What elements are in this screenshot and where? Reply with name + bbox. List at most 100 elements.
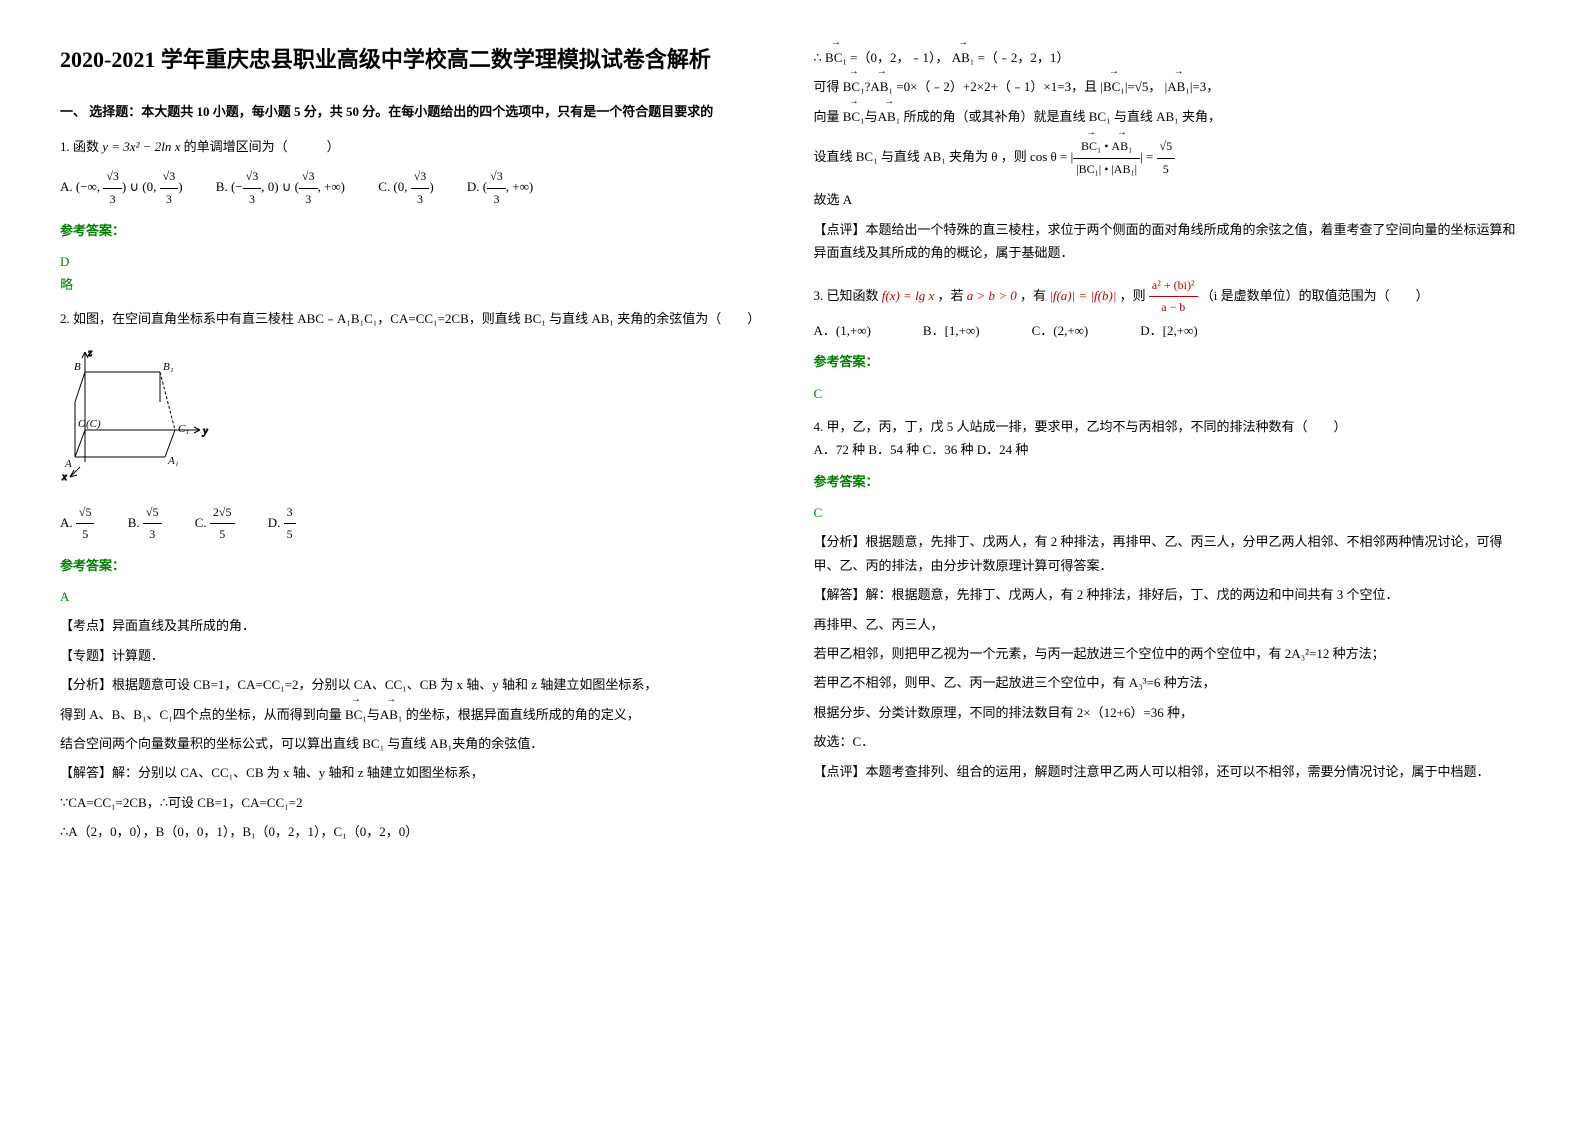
svg-text:A₁: A₁ <box>167 455 179 467</box>
vec-bc1-4: BC₁ <box>843 105 865 128</box>
problem-2-analysis: 【分析】根据题意可设 CB=1，CA=CC₁=2，分别以 CA、CC₁、CB 为… <box>60 673 774 696</box>
problem-2-analysis2: 得到 A、B、B₁、C₁四个点的坐标，从而得到向量 BC₁与AB₁ 的坐标，根据… <box>60 703 774 726</box>
right-line5: 故选 A <box>814 188 1528 211</box>
problem-2-solve2: ∵CA=CC₁=2CB，∴可设 CB=1，CA=CC₁=2 <box>60 791 774 814</box>
svg-text:y: y <box>202 425 208 437</box>
answer-1: D <box>60 250 774 273</box>
problem-2-solve3: ∴A（2，0，0），B（0，0，1），B₁（0，2，1），C₁（0，2，0） <box>60 820 774 843</box>
vector-bc1: BC₁ <box>345 703 367 726</box>
choice-2d-label: D. <box>268 515 281 530</box>
problem-4-solve4: 若甲乙不相邻，则甲、乙、丙一起放进三个空位中，有 A₃³=6 种方法， <box>814 671 1528 694</box>
problem-4-choices: A．72 种 B．54 种 C．36 种 D．24 种 <box>814 438 1528 461</box>
problem-1-choices: A. (−∞, √33) ∪ (0, √33) B. (−√33, 0) ∪ (… <box>60 166 774 210</box>
answer-4: C <box>814 501 1528 524</box>
problem-2: 2. 如图，在空间直角坐标系中有直三棱柱 ABC﹣A₁B₁C₁，CA=CC₁=2… <box>60 307 774 844</box>
problem-4-solve6: 故选：C． <box>814 730 1528 753</box>
svg-text:O(C): O(C) <box>78 418 101 430</box>
problem-3-choices: A．(1,+∞) B．[1,+∞) C．(2,+∞) D．[2,+∞) <box>814 319 1528 342</box>
problem-4: 4. 甲，乙，丙，丁，戊 5 人站成一排，要求甲，乙均不与丙相邻，不同的排法种数… <box>814 415 1528 783</box>
problem-2-point: 【考点】异面直线及其所成的角． <box>60 614 774 637</box>
problem-3-cond2: |f(a)| = |f(b)| <box>1049 288 1116 303</box>
right-line2: 可得 BC₁?AB₁ =0×（﹣2）+2×2+（﹣1）×1=3，且 |BC₁|=… <box>814 75 1528 98</box>
choice-2b-label: B. <box>128 515 140 530</box>
problem-3-frac: a² + (bi)²a − b <box>1149 275 1198 319</box>
vec-ab1-r: AB₁ <box>952 46 975 69</box>
problem-4-solve5: 根据分步、分类计数原理，不同的排法数目有 2×（12+6）=36 种， <box>814 701 1528 724</box>
right-line2-prefix: 可得 <box>814 79 840 94</box>
right-line4-prefix: 设直线 BC₁ 与直线 AB₁ 夹角为 θ ，则 cos θ = <box>814 149 1068 164</box>
answer-1-label: 参考答案： <box>60 219 774 242</box>
problem-2-stem: 2. 如图，在空间直角坐标系中有直三棱柱 ABC﹣A₁B₁C₁，CA=CC₁=2… <box>60 307 774 330</box>
choice-b: B. (−√33, 0) ∪ (√33, +∞) <box>216 166 345 210</box>
problem-4-solve3: 若甲乙相邻，则把甲乙视为一个元素，与丙一起放进三个空位中的两个空位中，有 2A₃… <box>814 642 1528 665</box>
choice-2b: B. √53 <box>128 502 162 546</box>
problem-3-suffix: （i 是虚数单位）的取值范围为（ ） <box>1201 288 1429 303</box>
vector-ab1: AB₁ <box>380 703 403 726</box>
problem-1-stem: 1. 函数 y = 3x² − 2ln x 的单调增区间为（ ） <box>60 135 774 158</box>
right-line4: 设直线 BC₁ 与直线 AB₁ 夹角为 θ ，则 cos θ = |BC₁ • … <box>814 136 1528 180</box>
right-line1-mid: =（0，2，﹣1）， <box>850 50 948 65</box>
problem-4-comment: 【点评】本题考查排列、组合的运用，解题时注意甲乙两人可以相邻，还可以不相邻，需要… <box>814 760 1528 783</box>
vec-ab1-4: AB₁ <box>878 105 901 128</box>
problem-2-analysis2-suffix: 的坐标，根据异面直线所成的角的定义， <box>406 707 640 722</box>
problem-2-analysis3: 结合空间两个向量数量积的坐标公式，可以算出直线 BC₁ 与直线 AB₁夹角的余弦… <box>60 732 774 755</box>
prism-diagram: z x y <box>60 342 220 482</box>
answer-4-label: 参考答案： <box>814 470 1528 493</box>
vec-ab1-3: AB₁ <box>1167 75 1190 98</box>
choice-b-label: B. <box>216 179 228 194</box>
left-column: 2020-2021 学年重庆忠县职业高级中学校高二数学理模拟试卷含解析 一、 选… <box>60 40 774 854</box>
right-line2-eq2: =3， <box>1192 79 1219 94</box>
problem-2-diagram: z x y <box>60 342 774 489</box>
problem-1-stem-suffix: 的单调增区间为（ ） <box>184 139 340 154</box>
right-comment: 【点评】本题给出一个特殊的直三棱柱，求位于两个侧面的面对角线所成角的余弦之值，着… <box>814 218 1528 265</box>
answer-1-note: 略 <box>60 273 774 296</box>
right-line2-eq1: =√5， <box>1127 79 1161 94</box>
page-container: 2020-2021 学年重庆忠县职业高级中学校高二数学理模拟试卷含解析 一、 选… <box>60 40 1527 854</box>
choice-d: D. (√33, +∞) <box>467 166 533 210</box>
problem-3-mid2: ，有 <box>1020 288 1046 303</box>
problem-4-analysis: 【分析】根据题意，先排丁、戊两人，有 2 种排法，再排甲、乙、丙三人，分甲乙两人… <box>814 530 1528 577</box>
right-line1-prefix: ∴ <box>814 50 822 65</box>
answer-3: C <box>814 382 1528 405</box>
right-line3-suffix: 所成的角（或其补角）就是直线 BC₁ 与直线 AB₁ 夹角， <box>904 109 1221 124</box>
choice-a-label: A. <box>60 179 73 194</box>
problem-2-choices: A. √55 B. √53 C. 2√55 D. 35 <box>60 502 774 546</box>
right-line2-suffix: =0×（﹣2）+2×2+（﹣1）×1=3，且 <box>896 79 1097 94</box>
problem-4-solve2: 再排甲、乙、丙三人， <box>814 613 1528 636</box>
problem-1: 1. 函数 y = 3x² − 2ln x 的单调增区间为（ ） A. (−∞,… <box>60 135 774 297</box>
problem-1-formula: y = 3x² − 2ln x <box>102 139 180 154</box>
section-1-header: 一、 选择题：本大题共 10 小题，每小题 5 分，共 50 分。在每小题给出的… <box>60 100 774 123</box>
vec-bc1-3: BC₁ <box>1103 75 1125 98</box>
choice-2a: A. √55 <box>60 502 94 546</box>
problem-3-mid1: ，若 <box>937 288 963 303</box>
answer-3-label: 参考答案： <box>814 350 1528 373</box>
svg-text:B: B <box>74 361 81 373</box>
problem-3-prefix: 3. 已知函数 <box>814 288 879 303</box>
choice-d-label: D. <box>467 179 480 194</box>
right-line1-suffix: =（﹣2，2，1） <box>978 50 1070 65</box>
problem-3-cond1: a > b > 0 <box>967 288 1017 303</box>
problem-3-stem: 3. 已知函数 f(x) = lg x ，若 a > b > 0 ，有 |f(a… <box>814 275 1528 319</box>
answer-2-label: 参考答案： <box>60 554 774 577</box>
choice-2c-label: C. <box>195 515 207 530</box>
choice-c-label: C. <box>378 179 390 194</box>
problem-1-stem-prefix: 1. 函数 <box>60 139 99 154</box>
right-line3-prefix: 向量 <box>814 109 840 124</box>
svg-text:x: x <box>61 471 67 482</box>
problem-4-stem: 4. 甲，乙，丙，丁，戊 5 人站成一排，要求甲，乙均不与丙相邻，不同的排法种数… <box>814 415 1528 438</box>
choice-c: C. (0, √33) <box>378 166 433 210</box>
problem-3: 3. 已知函数 f(x) = lg x ，若 a > b > 0 ，有 |f(a… <box>814 275 1528 405</box>
problem-2-topic: 【专题】计算题． <box>60 644 774 667</box>
choice-a: A. (−∞, √33) ∪ (0, √33) <box>60 166 183 210</box>
svg-text:C₁: C₁ <box>178 423 189 435</box>
right-column: ∴ BC₁ =（0，2，﹣1）， AB₁ =（﹣2，2，1） 可得 BC₁?AB… <box>814 40 1528 854</box>
svg-text:A: A <box>64 458 72 470</box>
problem-3-mid3: ，则 <box>1120 288 1146 303</box>
choice-2c: C. 2√55 <box>195 502 235 546</box>
answer-2: A <box>60 585 774 608</box>
problem-3-f: f(x) = lg x <box>882 288 934 303</box>
right-line3: 向量 BC₁与AB₁ 所成的角（或其补角）就是直线 BC₁ 与直线 AB₁ 夹角… <box>814 105 1528 128</box>
problem-2-solve1: 【解答】解：分别以 CA、CC₁、CB 为 x 轴、y 轴和 z 轴建立如图坐标… <box>60 761 774 784</box>
problem-2-analysis2-prefix: 得到 A、B、B₁、C₁四个点的坐标，从而得到向量 <box>60 707 342 722</box>
svg-text:B₁: B₁ <box>163 361 174 373</box>
